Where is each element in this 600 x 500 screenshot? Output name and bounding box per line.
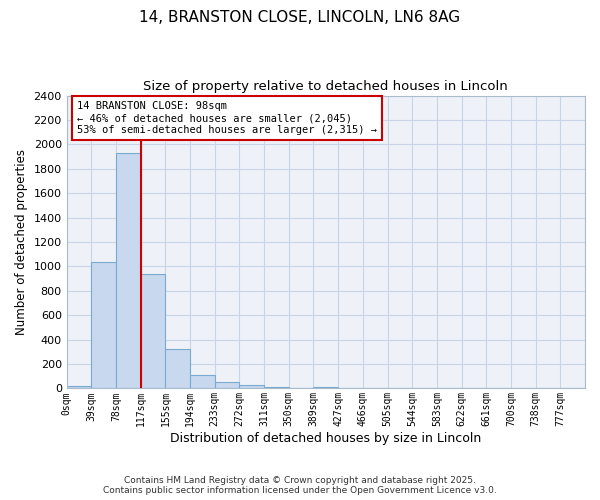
Bar [67, 386, 91, 388]
Text: 14, BRANSTON CLOSE, LINCOLN, LN6 8AG: 14, BRANSTON CLOSE, LINCOLN, LN6 8AG [139, 10, 461, 25]
Text: 14 BRANSTON CLOSE: 98sqm
← 46% of detached houses are smaller (2,045)
53% of sem: 14 BRANSTON CLOSE: 98sqm ← 46% of detach… [77, 102, 377, 134]
Bar [190, 375, 215, 388]
Bar [166, 349, 190, 389]
Bar [91, 262, 116, 388]
Title: Size of property relative to detached houses in Lincoln: Size of property relative to detached ho… [143, 80, 508, 93]
Bar [215, 382, 239, 388]
Bar [116, 153, 141, 388]
Bar [141, 274, 166, 388]
Bar [264, 386, 289, 388]
Bar [313, 387, 338, 388]
Bar [239, 385, 264, 388]
Y-axis label: Number of detached properties: Number of detached properties [15, 149, 28, 335]
X-axis label: Distribution of detached houses by size in Lincoln: Distribution of detached houses by size … [170, 432, 481, 445]
Text: Contains HM Land Registry data © Crown copyright and database right 2025.
Contai: Contains HM Land Registry data © Crown c… [103, 476, 497, 495]
